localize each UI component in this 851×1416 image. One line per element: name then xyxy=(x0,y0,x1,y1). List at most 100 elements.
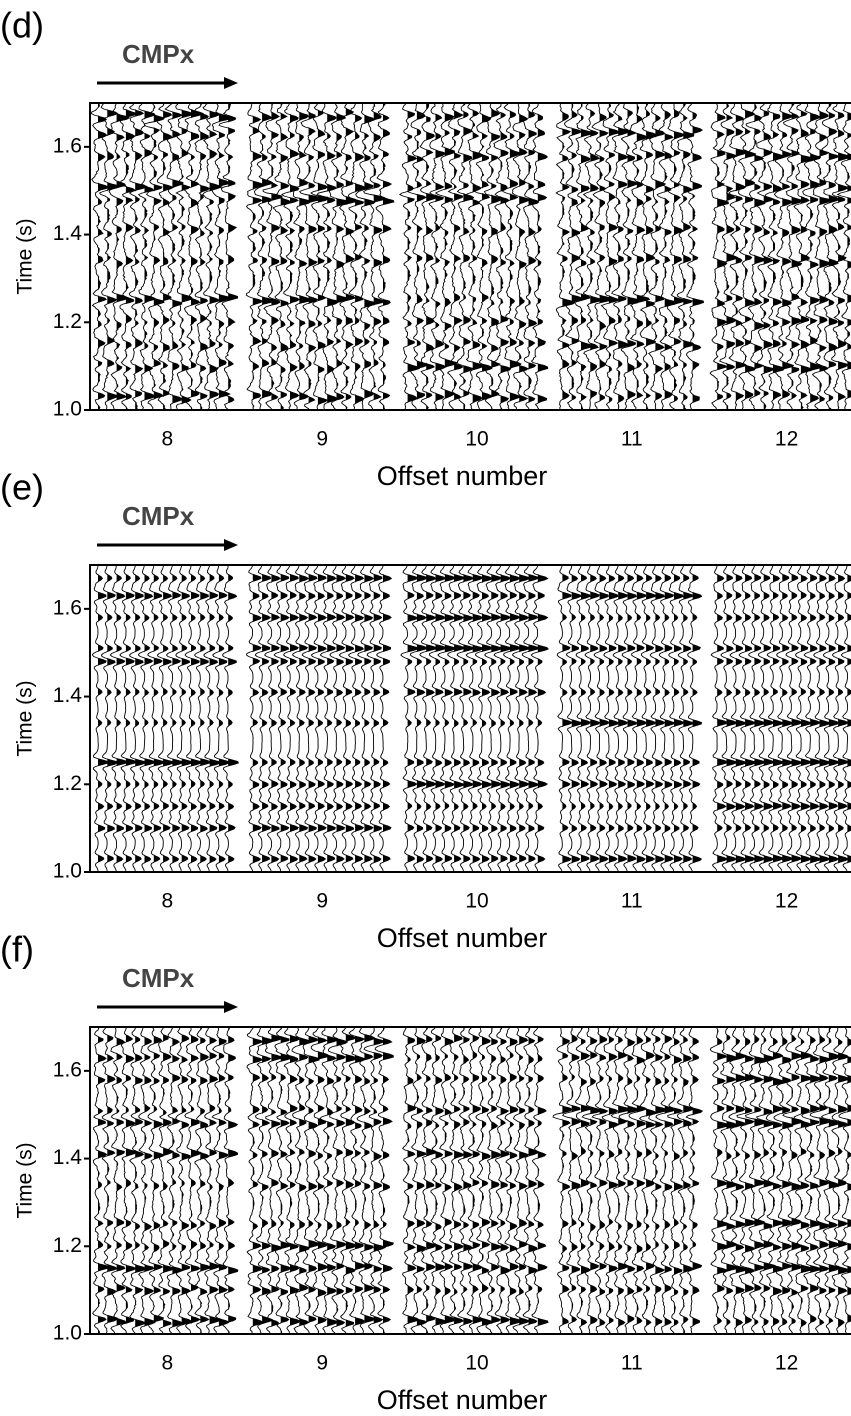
wiggle-fill xyxy=(735,565,746,872)
wiggle-trace xyxy=(101,1027,119,1334)
wiggle-trace xyxy=(355,103,377,410)
wiggle-fill xyxy=(299,1027,311,1334)
wiggle-fill xyxy=(735,103,747,410)
wiggle-fill xyxy=(838,1027,850,1334)
wiggle-fill xyxy=(500,103,511,410)
wiggle-trace xyxy=(366,565,383,872)
wiggle-trace xyxy=(709,103,729,410)
wiggle-fill xyxy=(646,103,657,410)
wiggle-trace xyxy=(820,1027,842,1334)
wiggle-trace xyxy=(203,565,222,872)
wiggle-trace xyxy=(291,1027,311,1334)
wiggle-trace xyxy=(522,1027,539,1334)
wiggle-trace xyxy=(776,565,794,872)
wiggle-trace xyxy=(494,1027,511,1334)
wiggle-trace xyxy=(512,1027,531,1334)
wiggle-trace xyxy=(556,565,573,872)
x-tick-label: 11 xyxy=(621,1352,643,1375)
wiggle-fill xyxy=(373,1027,386,1334)
wiggle-trace xyxy=(611,103,631,410)
panel: (e) CMPx 8 9 10 11 12 1.0 1.2 1.4 1.6 Offset number… xyxy=(0,467,851,953)
wiggle-trace xyxy=(184,1027,202,1334)
wiggle-fill xyxy=(271,565,281,872)
wiggle-trace xyxy=(194,103,211,410)
wiggle-fill xyxy=(454,1027,464,1334)
wiggle-fill xyxy=(819,565,830,872)
wiggle-fill xyxy=(482,565,493,872)
wiggle-fill xyxy=(828,103,840,410)
wiggle-fill xyxy=(98,565,108,872)
wiggle-fill xyxy=(172,103,183,410)
wiggle-trace xyxy=(165,565,184,872)
wiggle-trace xyxy=(429,1027,447,1334)
wiggle-fill xyxy=(590,1027,602,1334)
wiggle-trace xyxy=(831,565,849,872)
wiggle-fill xyxy=(763,565,774,872)
arrow-head xyxy=(224,77,238,89)
wiggle-fill xyxy=(135,565,146,872)
wiggle-trace xyxy=(254,565,272,872)
wiggle-trace xyxy=(575,565,592,872)
wiggle-fill xyxy=(454,565,464,872)
wiggle-trace xyxy=(194,1027,212,1334)
wiggle-trace xyxy=(757,565,775,872)
wiggle-trace xyxy=(655,1027,677,1334)
wiggle-fill xyxy=(745,1027,756,1334)
wiggle-trace xyxy=(175,565,193,872)
wiggle-fill xyxy=(500,565,511,872)
wiggle-fill xyxy=(773,565,783,872)
wiggle-trace xyxy=(175,103,194,410)
wiggle-trace xyxy=(803,565,822,872)
wiggle-fill xyxy=(280,1027,292,1334)
wiggle-trace xyxy=(630,565,648,872)
wiggle-trace xyxy=(376,565,393,872)
wiggle-trace xyxy=(720,565,738,872)
wiggle-fill xyxy=(336,565,346,872)
wiggle-fill xyxy=(828,565,839,872)
x-tick-label: 8 xyxy=(162,1352,174,1375)
wiggle-trace xyxy=(591,103,614,410)
wiggle-trace xyxy=(485,1027,502,1334)
wiggle-trace xyxy=(409,565,428,872)
wiggle-fill xyxy=(327,103,338,410)
wiggle-fill xyxy=(463,1027,473,1334)
wiggle-trace xyxy=(465,565,484,872)
wiggle-fill xyxy=(773,1027,784,1334)
wiggle-trace xyxy=(398,103,421,410)
wiggle-trace xyxy=(822,565,840,872)
wiggle-trace xyxy=(745,103,766,410)
wiggle-trace xyxy=(211,1027,230,1334)
x-tick-label: 10 xyxy=(465,890,488,913)
wiggle-fill xyxy=(692,565,702,872)
x-axis-label: Offset number xyxy=(377,1385,548,1415)
y-tick-label: 1.0 xyxy=(53,1322,82,1345)
wiggle-trace xyxy=(137,565,156,872)
axis-frame xyxy=(89,564,851,873)
wiggle-trace xyxy=(530,103,549,410)
wiggle-trace xyxy=(92,1027,109,1333)
wiggle-trace xyxy=(600,103,620,410)
wiggle-trace xyxy=(456,565,474,872)
wiggle-trace xyxy=(648,1027,668,1334)
wiggle-fill xyxy=(153,565,165,872)
wiggle-fill xyxy=(674,565,684,872)
y-tick-label: 1.6 xyxy=(53,1058,82,1081)
wiggle-trace xyxy=(677,565,694,872)
wiggle-trace xyxy=(831,103,851,410)
wiggle-fill xyxy=(191,565,202,872)
wiggle-trace xyxy=(591,1027,609,1334)
wiggle-fill xyxy=(191,103,204,410)
wiggle-trace xyxy=(110,1027,127,1334)
wiggle-trace xyxy=(766,565,784,872)
wiggle-fill xyxy=(364,1027,375,1334)
wiggle-trace xyxy=(319,1027,339,1334)
wiggle-trace xyxy=(245,565,262,872)
wiggle-fill xyxy=(590,103,603,410)
wiggle-fill xyxy=(308,565,317,872)
wiggle-fill xyxy=(383,565,392,872)
wiggle-fill xyxy=(163,565,174,872)
wiggle-trace xyxy=(338,565,355,872)
y-tick-label: 1.4 xyxy=(53,1146,83,1169)
wiggle-trace xyxy=(521,565,539,872)
x-axis-label: Offset number xyxy=(377,461,548,491)
